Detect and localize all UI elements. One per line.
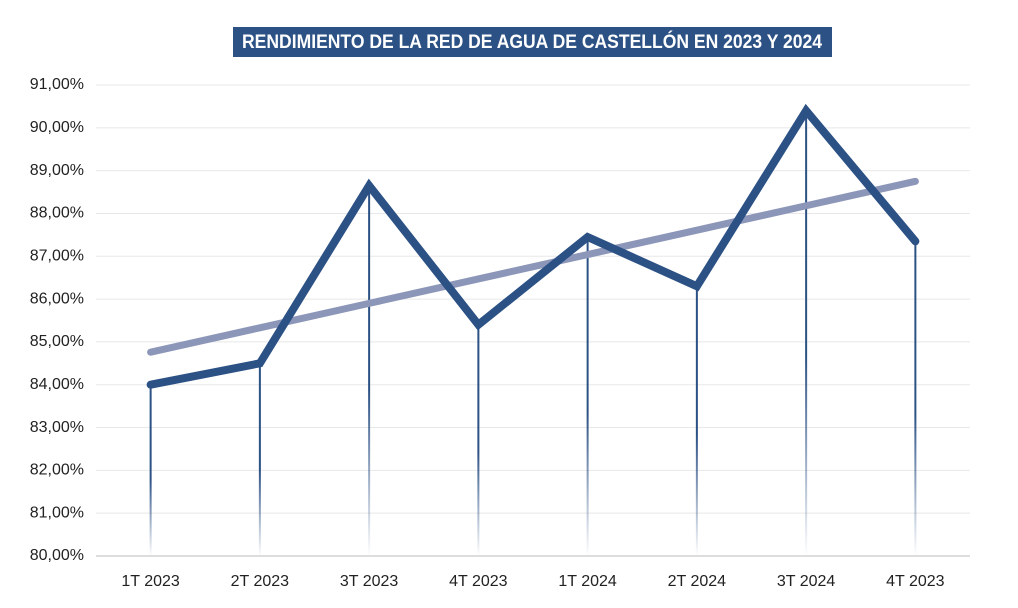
x-tick-label: 3T 2023 xyxy=(340,573,399,590)
x-tick-label: 4T 2023 xyxy=(886,573,945,590)
y-tick-label: 80,00% xyxy=(30,547,84,564)
drop-line xyxy=(914,241,917,556)
data-line xyxy=(146,103,920,389)
y-tick-label: 81,00% xyxy=(30,504,84,521)
x-tick-label: 4T 2023 xyxy=(449,573,508,590)
trend-line xyxy=(147,177,919,356)
y-tick-label: 90,00% xyxy=(30,119,84,136)
drop-line xyxy=(586,237,589,556)
y-tick-label: 85,00% xyxy=(30,333,84,350)
chart-title: RENDIMIENTO DE LA RED DE AGUA DE CASTELL… xyxy=(242,31,822,53)
y-tick-label: 82,00% xyxy=(30,462,84,479)
y-tick-label: 86,00% xyxy=(30,290,84,307)
y-tick-label: 91,00% xyxy=(30,76,84,93)
drop-line xyxy=(805,110,808,556)
x-tick-label: 1T 2023 xyxy=(121,573,180,590)
drop-line xyxy=(368,185,371,556)
x-tick-label: 2T 2024 xyxy=(668,573,727,590)
x-tick-label: 3T 2024 xyxy=(777,573,836,590)
x-tick-label: 2T 2023 xyxy=(231,573,290,590)
title-banner xyxy=(233,27,832,57)
y-tick-label: 87,00% xyxy=(30,247,84,264)
y-tick-label: 83,00% xyxy=(30,419,84,436)
drop-line xyxy=(695,286,698,556)
drop-line xyxy=(477,324,480,556)
drop-line xyxy=(258,363,261,556)
y-tick-label: 88,00% xyxy=(30,205,84,222)
drop-line xyxy=(149,384,152,556)
y-tick-label: 89,00% xyxy=(30,162,84,179)
y-tick-label: 84,00% xyxy=(30,376,84,393)
x-tick-label: 1T 2024 xyxy=(558,573,617,590)
